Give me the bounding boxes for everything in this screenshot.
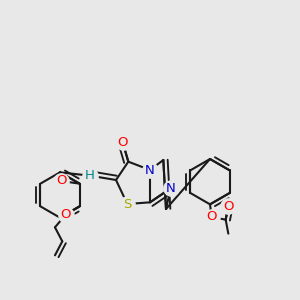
Text: S: S	[123, 197, 131, 211]
Text: O: O	[223, 200, 234, 213]
Text: H: H	[85, 169, 95, 182]
Text: O: O	[60, 208, 71, 221]
Text: O: O	[56, 175, 67, 188]
Text: N: N	[145, 164, 155, 176]
Text: N: N	[166, 182, 175, 195]
Text: O: O	[117, 136, 128, 149]
Text: O: O	[206, 211, 217, 224]
